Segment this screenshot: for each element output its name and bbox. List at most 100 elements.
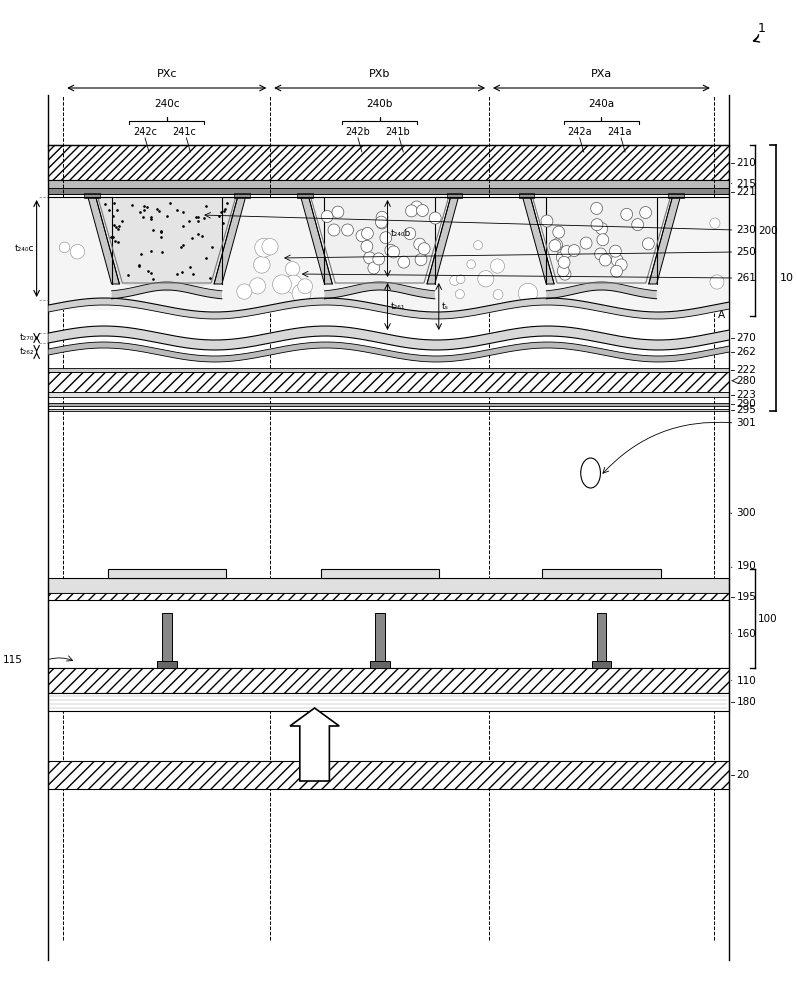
Bar: [49, 392, 728, 397]
Circle shape: [342, 224, 353, 236]
Circle shape: [410, 201, 422, 213]
Circle shape: [541, 215, 553, 227]
Ellipse shape: [581, 458, 600, 488]
Text: 242c: 242c: [133, 127, 157, 137]
Bar: [49, 197, 728, 310]
Bar: [49, 600, 728, 668]
Circle shape: [477, 271, 494, 287]
Text: 1: 1: [757, 21, 765, 34]
Text: 100: 100: [758, 613, 778, 624]
Text: 261: 261: [736, 273, 756, 283]
Polygon shape: [88, 197, 120, 284]
Circle shape: [490, 259, 505, 273]
Bar: [446, 193, 462, 198]
Text: 300: 300: [736, 508, 756, 518]
Circle shape: [599, 254, 611, 266]
Circle shape: [430, 212, 442, 224]
Bar: [320, 569, 439, 578]
Circle shape: [332, 206, 344, 218]
Circle shape: [414, 238, 426, 250]
Text: 223: 223: [736, 390, 756, 400]
Circle shape: [237, 284, 252, 299]
Bar: [542, 569, 661, 578]
Circle shape: [253, 256, 270, 273]
Circle shape: [710, 218, 720, 228]
Text: 241b: 241b: [385, 127, 410, 137]
Bar: [296, 193, 312, 198]
Text: 215: 215: [736, 179, 756, 189]
Polygon shape: [308, 197, 450, 292]
Text: 295: 295: [736, 405, 756, 415]
Circle shape: [455, 290, 465, 299]
Circle shape: [632, 219, 643, 231]
Bar: [49, 180, 728, 188]
Bar: [49, 693, 728, 711]
Circle shape: [418, 243, 430, 255]
Text: 221: 221: [736, 187, 756, 197]
Bar: [596, 613, 607, 668]
Circle shape: [406, 205, 418, 217]
Circle shape: [640, 207, 651, 219]
Bar: [49, 668, 728, 693]
Circle shape: [361, 240, 373, 252]
Polygon shape: [427, 197, 458, 284]
Text: 222: 222: [736, 365, 756, 375]
Bar: [84, 193, 100, 198]
Circle shape: [621, 208, 633, 220]
Bar: [49, 409, 728, 411]
Circle shape: [380, 232, 391, 244]
Text: 110: 110: [736, 676, 756, 686]
Bar: [234, 193, 249, 198]
Circle shape: [591, 202, 603, 214]
Circle shape: [273, 275, 292, 294]
Circle shape: [363, 252, 375, 264]
Circle shape: [556, 251, 568, 263]
Text: A: A: [717, 310, 724, 320]
Text: 270: 270: [736, 333, 756, 343]
Circle shape: [615, 259, 627, 271]
Circle shape: [328, 224, 340, 236]
Text: 301: 301: [736, 418, 756, 428]
Circle shape: [285, 275, 303, 293]
Text: 242a: 242a: [567, 127, 592, 137]
Text: 262: 262: [736, 347, 756, 357]
Bar: [49, 368, 728, 372]
Text: 200: 200: [758, 226, 778, 235]
Text: t₂₆₁: t₂₆₁: [391, 302, 405, 311]
Circle shape: [553, 226, 564, 238]
Bar: [375, 613, 385, 668]
Circle shape: [549, 240, 561, 252]
Circle shape: [493, 290, 503, 299]
Text: 240a: 240a: [588, 99, 614, 109]
Circle shape: [70, 244, 84, 259]
Circle shape: [551, 239, 563, 251]
Text: tₛ: tₛ: [442, 302, 449, 311]
Circle shape: [596, 223, 608, 235]
Circle shape: [558, 247, 570, 259]
Text: 160: 160: [736, 629, 756, 639]
Text: PXb: PXb: [369, 69, 391, 79]
Circle shape: [373, 253, 385, 265]
Circle shape: [611, 265, 622, 277]
Text: 250: 250: [736, 247, 756, 257]
Polygon shape: [531, 197, 673, 292]
Circle shape: [398, 256, 410, 268]
Circle shape: [595, 248, 607, 260]
Text: 10: 10: [779, 273, 794, 283]
Circle shape: [387, 246, 399, 258]
Polygon shape: [214, 197, 245, 284]
Circle shape: [568, 245, 580, 257]
Text: t₂₆₂: t₂₆₂: [20, 348, 34, 357]
Bar: [669, 193, 685, 198]
Circle shape: [415, 254, 427, 266]
Circle shape: [59, 242, 70, 253]
Bar: [162, 613, 171, 668]
Text: 240c: 240c: [154, 99, 179, 109]
Bar: [108, 569, 226, 578]
Circle shape: [385, 244, 397, 256]
Bar: [49, 145, 728, 180]
Text: t₂₄₀c: t₂₄₀c: [15, 244, 34, 253]
Text: 180: 180: [736, 697, 756, 707]
Circle shape: [404, 228, 416, 240]
Text: 280: 280: [736, 376, 756, 386]
